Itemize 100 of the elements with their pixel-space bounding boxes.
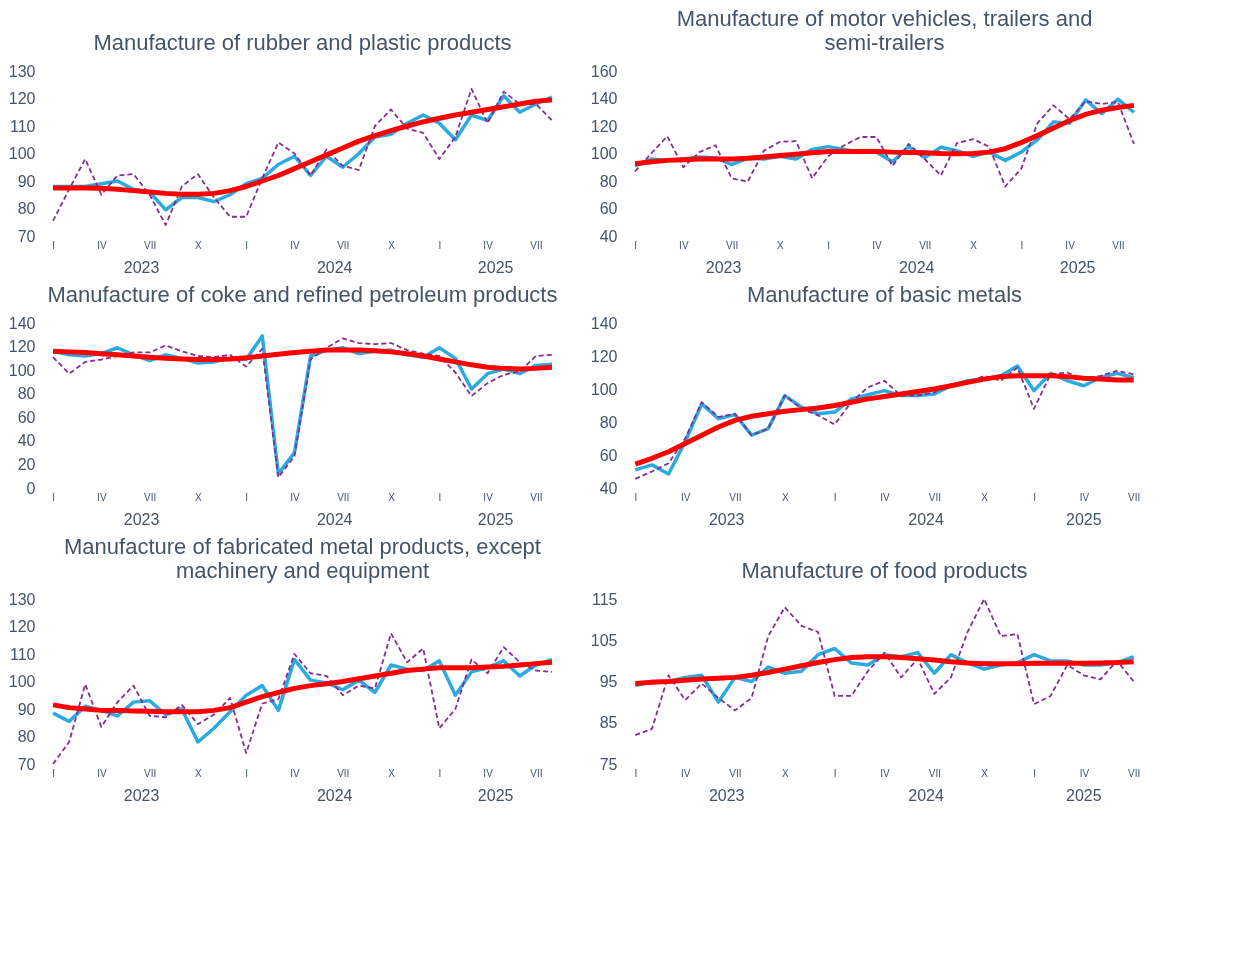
x-tick-label: I [52, 491, 55, 503]
x-tick-label: IV [483, 239, 494, 251]
x-tick-label: IV [1079, 767, 1090, 779]
x-tick-label: VII [1112, 239, 1125, 251]
x-tick-label: VII [928, 767, 941, 779]
y-tick-label: 70 [17, 755, 36, 773]
x-tick-label: X [388, 767, 396, 779]
text: 2023 [123, 259, 160, 276]
text: 2023 [705, 259, 742, 276]
x-tick-label: IV [290, 767, 300, 779]
y-tick-label: 85 [599, 714, 618, 732]
x-tick-label: I [438, 491, 442, 503]
y-tick-label: 90 [17, 700, 36, 718]
y-tick-label: 80 [599, 172, 618, 190]
text: 2023 [708, 511, 745, 528]
x-tick-label: I [1020, 239, 1024, 251]
x-tick-label: VII [530, 491, 543, 503]
y-tick-label: 40 [17, 432, 36, 450]
y-tick-label: 120 [8, 338, 36, 356]
x-tick-label: VII [143, 491, 157, 503]
x-tick-label: I [634, 239, 637, 251]
x-tick-label: IV [97, 767, 107, 779]
chart-title: Manufacture of food products [741, 558, 1028, 583]
x-tick-label: X [970, 239, 978, 251]
x-tick-label: VII [1128, 767, 1141, 779]
chart-title: Manufacture of rubber and plastic products [93, 30, 512, 55]
x-tick-label: VII [919, 239, 932, 251]
y-tick-label: 80 [599, 413, 618, 431]
y-tick-label: 80 [17, 728, 36, 745]
x-tick-label: I [52, 767, 55, 779]
x-tick-label: I [634, 767, 638, 779]
text: 2024 [908, 787, 944, 804]
x-tick-label: X [195, 767, 203, 779]
y-tick-label: 40 [599, 479, 618, 497]
y-tick-label: 115 [591, 590, 618, 608]
x-tick-label: VII [530, 239, 543, 251]
y-tick-label: 100 [8, 145, 36, 162]
x-tick-label: VII [143, 767, 157, 779]
x-tick-label: IV [290, 491, 300, 503]
y-tick-label: 90 [17, 172, 36, 190]
line-series [634, 100, 1135, 188]
x-tick-label: VII [530, 767, 543, 779]
y-tick-label: 120 [590, 347, 618, 365]
text: 2023 [123, 511, 160, 528]
x-tick-label: IV [1065, 239, 1076, 251]
x-tick-label: I [833, 767, 837, 779]
x-tick-label: VII [1128, 491, 1141, 503]
text: 2025 [1066, 511, 1102, 528]
chart-title: Manufacture of fabricated metal products, except machinery and equipment [64, 534, 541, 583]
x-tick-label: X [781, 491, 789, 503]
x-tick-label: X [777, 239, 785, 251]
y-tick-label: 70 [17, 227, 36, 245]
x-tick-label: I [1033, 767, 1036, 779]
y-tick-label: 100 [590, 380, 618, 398]
y-tick-label: 120 [8, 90, 36, 107]
y-tick-label: 120 [590, 117, 618, 135]
text: 2025 [477, 259, 514, 276]
x-tick-label: I [245, 767, 249, 779]
y-tick-label: 110 [9, 117, 36, 135]
y-tick-label: 80 [17, 385, 36, 403]
x-tick-label: VII [143, 239, 157, 251]
text: 2024 [316, 511, 353, 528]
x-tick-label: IV [679, 239, 689, 251]
x-tick-label: IV [97, 239, 107, 251]
text: 2024 [316, 787, 353, 804]
x-tick-label: I [52, 239, 55, 251]
y-tick-label: 130 [8, 590, 36, 608]
text: 2024 [316, 259, 353, 276]
y-tick-label: 80 [17, 200, 36, 217]
x-tick-label: VII [337, 491, 350, 503]
x-tick-label: IV [290, 239, 300, 251]
x-tick-label: IV [872, 239, 882, 251]
x-tick-label: I [634, 491, 638, 503]
x-tick-label: IV [1079, 491, 1090, 503]
y-tick-label: 130 [8, 62, 36, 80]
text: 2023 [123, 787, 160, 804]
text: 2023 [708, 787, 745, 804]
y-tick-label: 140 [8, 314, 36, 332]
x-tick-label: VII [928, 491, 941, 503]
x-tick-label: X [195, 491, 203, 503]
y-tick-label: 20 [17, 455, 36, 473]
x-tick-label: IV [680, 767, 691, 779]
x-tick-label: X [981, 491, 989, 503]
x-tick-label: IV [880, 491, 891, 503]
x-tick-label: I [438, 767, 442, 779]
y-tick-label: 75 [599, 755, 618, 773]
x-tick-label: VII [337, 239, 350, 251]
x-tick-label: IV [483, 767, 494, 779]
y-tick-label: 100 [8, 361, 36, 379]
y-tick-label: 140 [590, 90, 618, 107]
text: 2025 [1066, 787, 1102, 804]
x-tick-label: X [195, 239, 203, 251]
x-tick-label: X [781, 767, 789, 779]
y-tick-label: 60 [599, 200, 618, 217]
y-tick-label: 105 [590, 631, 618, 649]
x-tick-label: IV [680, 491, 691, 503]
text: 2025 [477, 511, 514, 528]
y-tick-label: 110 [9, 645, 36, 663]
y-tick-label: 160 [590, 62, 618, 80]
y-tick-label: 0 [26, 479, 36, 497]
